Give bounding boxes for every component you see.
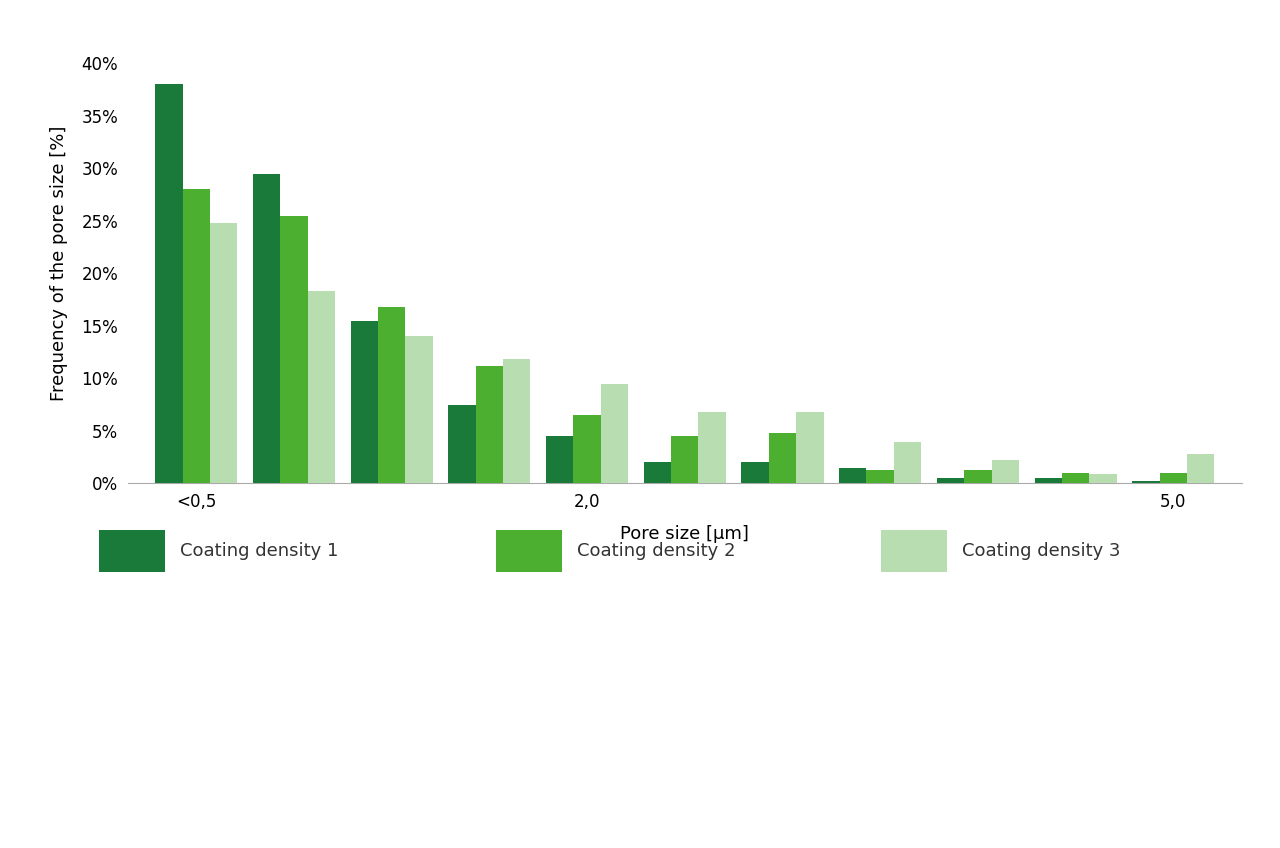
Bar xyxy=(495,531,562,572)
Bar xyxy=(644,462,671,483)
Bar xyxy=(796,412,823,483)
Bar xyxy=(840,467,867,483)
Bar xyxy=(280,215,307,483)
Bar xyxy=(406,337,433,483)
Bar xyxy=(1187,454,1215,483)
Bar xyxy=(1062,473,1089,483)
Bar xyxy=(307,291,335,483)
Bar xyxy=(992,460,1019,483)
Bar xyxy=(867,470,893,483)
Bar xyxy=(1089,474,1116,483)
Bar xyxy=(503,360,530,483)
Bar xyxy=(893,443,922,483)
Bar xyxy=(476,365,503,483)
Bar xyxy=(881,531,947,572)
X-axis label: Pore size [μm]: Pore size [μm] xyxy=(621,525,749,543)
Bar xyxy=(183,189,210,483)
Y-axis label: Frequency of the pore size [%]: Frequency of the pore size [%] xyxy=(50,126,68,400)
Bar xyxy=(99,531,165,572)
Text: Coating density 3: Coating density 3 xyxy=(963,542,1121,561)
Bar xyxy=(155,85,183,483)
Bar xyxy=(1160,473,1187,483)
Bar xyxy=(448,404,476,483)
Bar xyxy=(769,433,796,483)
Bar xyxy=(937,478,964,483)
Bar xyxy=(671,436,699,483)
Bar xyxy=(600,383,628,483)
Bar xyxy=(573,416,600,483)
Text: Coating density 1: Coating density 1 xyxy=(180,542,339,561)
Bar xyxy=(1034,478,1062,483)
Bar xyxy=(699,412,726,483)
Bar xyxy=(741,462,769,483)
Bar xyxy=(253,174,280,483)
Text: Coating density 2: Coating density 2 xyxy=(577,542,736,561)
Bar xyxy=(351,321,378,483)
Bar xyxy=(378,307,406,483)
Bar xyxy=(547,436,573,483)
Bar xyxy=(964,470,992,483)
Bar xyxy=(1133,482,1160,483)
Bar xyxy=(210,223,237,483)
